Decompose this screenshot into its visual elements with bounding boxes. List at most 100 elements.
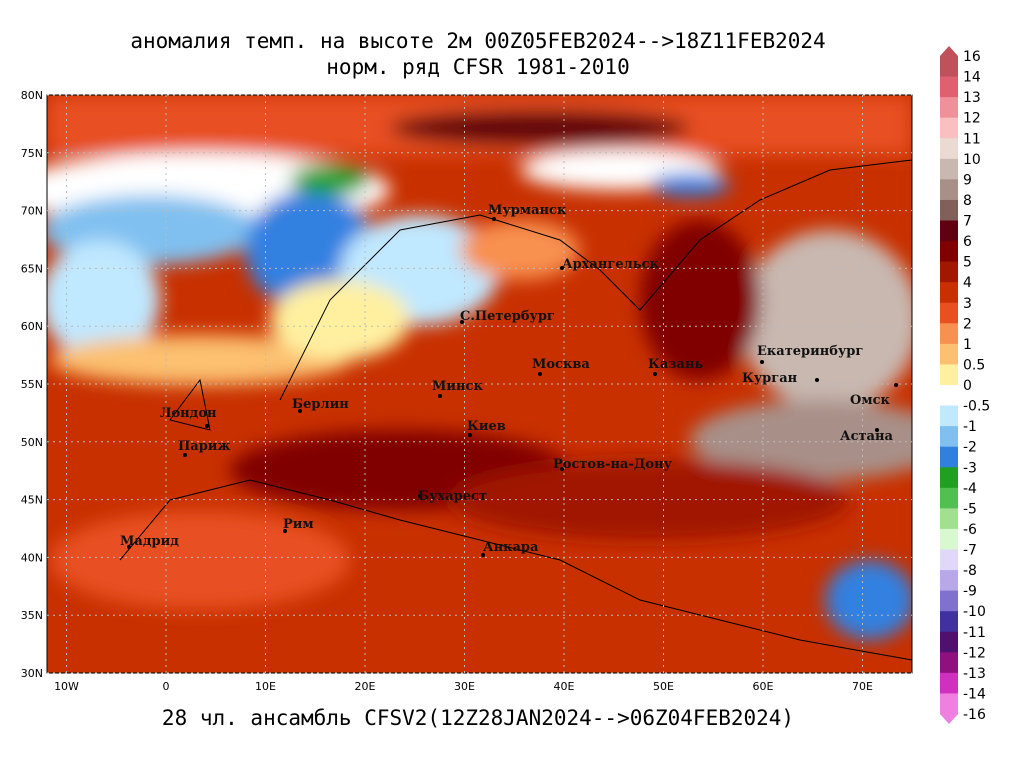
lon-tick-label: 10E xyxy=(255,680,276,693)
lat-tick-label: 60N xyxy=(21,320,43,333)
subtitle: норм. ряд CFSR 1981-2010 xyxy=(326,55,629,79)
city-label: Берлин xyxy=(292,397,349,412)
colorbar-swatch xyxy=(940,467,958,489)
colorbar-swatch xyxy=(940,117,958,139)
colorbar-swatch xyxy=(940,261,958,283)
colorbar-swatch xyxy=(940,405,958,427)
colorbar-swatch xyxy=(940,282,958,304)
colorbar-swatch xyxy=(940,508,958,530)
colorbar-label: 4 xyxy=(963,275,972,291)
lat-tick-label: 45N xyxy=(21,494,43,507)
colorbar-swatch xyxy=(940,76,958,98)
colorbar-label: -2 xyxy=(963,440,977,456)
colorbar-label: -11 xyxy=(963,625,986,641)
city-label: Париж xyxy=(178,439,231,454)
city-dot xyxy=(653,372,657,376)
colorbar-label: -10 xyxy=(963,604,986,620)
city-label: Мадрид xyxy=(120,534,179,549)
city-label: С.Петербург xyxy=(460,309,555,324)
colorbar-label: -1 xyxy=(963,419,977,435)
colorbar-label: 6 xyxy=(963,234,972,250)
colorbar-label: -12 xyxy=(963,645,986,661)
city-label: Екатеринбург xyxy=(757,344,863,359)
colorbar-label: -6 xyxy=(963,522,977,538)
colorbar-label: 7 xyxy=(963,214,972,230)
colorbar-swatch xyxy=(940,570,958,592)
colorbar-swatch xyxy=(940,364,958,386)
lon-tick-label: 50E xyxy=(653,680,674,693)
city-dot xyxy=(298,409,302,413)
city-label: Омск xyxy=(850,393,891,408)
lon-tick-label: 10W xyxy=(54,680,79,693)
city-label: Ростов-на-Дону xyxy=(553,457,673,472)
colorbar-label: -16 xyxy=(963,707,986,723)
colorbar-label: 0 xyxy=(963,378,972,394)
city-dot xyxy=(468,433,472,437)
colorbar-swatch xyxy=(940,138,958,160)
colorbar-swatch xyxy=(940,446,958,468)
city-dot xyxy=(460,320,464,324)
colorbar-swatch xyxy=(940,426,958,448)
colorbar-swatch xyxy=(940,528,958,550)
colorbar-label: -13 xyxy=(963,666,986,682)
colorbar-swatch xyxy=(940,220,958,242)
colorbar-swatch xyxy=(940,549,958,571)
colorbar-label: 10 xyxy=(963,152,981,168)
colorbar-label: -0.5 xyxy=(963,399,990,415)
lon-tick-label: 60E xyxy=(753,680,774,693)
lat-tick-label: 80N xyxy=(21,89,43,102)
city-dot xyxy=(183,453,187,457)
city-dot xyxy=(560,467,564,471)
city-dot xyxy=(438,394,442,398)
colorbar-label: 3 xyxy=(963,296,972,312)
city-label: Мурманск xyxy=(488,203,567,218)
colorbar-swatch xyxy=(940,323,958,345)
lon-tick-label: 70E xyxy=(852,680,873,693)
lat-tick-label: 65N xyxy=(21,262,43,275)
colorbar-label: -4 xyxy=(963,481,977,497)
colorbar-swatch xyxy=(940,199,958,221)
colorbar-label: 5 xyxy=(963,255,972,271)
colorbar-swatch xyxy=(940,652,958,674)
city-dot xyxy=(875,428,879,432)
colorbar-swatch xyxy=(940,179,958,201)
lon-tick-label: 20E xyxy=(355,680,376,693)
lon-tick-label: 30E xyxy=(454,680,475,693)
city-label: Лондон xyxy=(160,406,217,421)
city-dot xyxy=(760,360,764,364)
city-dot xyxy=(418,494,422,498)
colorbar-label: -8 xyxy=(963,563,977,579)
city-label: Астана xyxy=(840,429,893,444)
colorbar-label: -14 xyxy=(963,686,986,702)
colorbar-swatch xyxy=(940,611,958,633)
city-label: Казань xyxy=(648,357,703,372)
lat-tick-label: 70N xyxy=(21,205,43,218)
lon-tick-label: 0 xyxy=(163,680,170,693)
lat-tick-label: 55N xyxy=(21,378,43,391)
city-dot xyxy=(894,383,898,387)
lon-tick-label: 40E xyxy=(554,680,575,693)
colorbar-label: 16 xyxy=(963,49,981,65)
city-dot xyxy=(481,553,485,557)
colorbar-swatch xyxy=(940,487,958,509)
colorbar-label: -7 xyxy=(963,543,977,559)
colorbar-swatch xyxy=(940,385,958,407)
colorbar-label: 1 xyxy=(963,337,972,353)
city-dot xyxy=(560,266,564,270)
footer: 28 чл. ансамбль CFSV2(12Z28JAN2024-->06Z… xyxy=(162,706,794,730)
colorbar-arrow xyxy=(940,714,958,724)
city-dot xyxy=(283,529,287,533)
colorbar-swatch xyxy=(940,631,958,653)
colorbar-swatch xyxy=(940,302,958,324)
city-dot xyxy=(127,545,131,549)
city-label: Киев xyxy=(467,419,506,434)
city-label: Анкара xyxy=(483,540,539,555)
colorbar-swatch xyxy=(940,241,958,263)
colorbar-swatch xyxy=(940,56,958,78)
lat-tick-label: 35N xyxy=(21,609,43,622)
lat-tick-label: 30N xyxy=(21,667,43,680)
city-label: Бухарест xyxy=(418,489,487,504)
colorbar-arrow xyxy=(940,46,958,56)
city-label: Москва xyxy=(532,357,590,372)
